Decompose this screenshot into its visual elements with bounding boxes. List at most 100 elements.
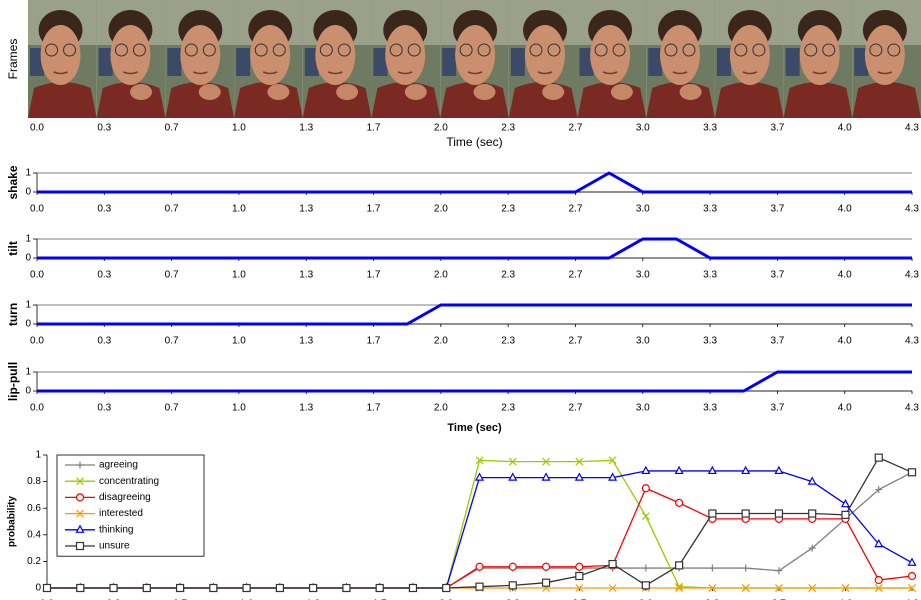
y-tick-label: 0.4 [27,529,41,540]
x-tick-label: 3.3 [703,403,717,414]
marker [476,563,483,570]
frame-hand [680,84,702,100]
marker [642,513,649,520]
x-tick-label: 1.7 [367,336,381,347]
frame-hand [130,84,152,100]
x-tick-label: 3.0 [636,270,650,281]
x-tick-label: 4.0 [838,403,852,414]
marker [909,469,916,476]
video-frame [646,0,715,118]
figure: 0.0 0.3 0.7 1.0 1.3 1.7 2.0 2.3 2.7 3.0 3.3 3.7 4.0 4… [0,0,921,600]
series-line [37,173,912,192]
video-frame [578,0,647,118]
marker [642,485,649,492]
frame-shirt [234,82,303,118]
marker [576,563,583,570]
marker [809,510,816,517]
x-tick-label: 0.0 [30,123,44,134]
x-tick-label: 3.7 [770,270,784,281]
x-tick-label: 3.3 [703,204,717,215]
y-tick-label: 0 [25,187,31,198]
frame-shirt [28,82,97,118]
frame-shirt [97,82,166,118]
x-tick-label: 2.7 [569,204,583,215]
video-frame [852,0,921,118]
marker [343,585,350,592]
x-tick-label: 4.3 [905,403,919,414]
x-tick-label: 4.3 [905,270,919,281]
frame-shirt [852,82,921,118]
x-tick-label: 3.7 [770,123,784,134]
marker [243,585,250,592]
frame-face [525,25,565,85]
x-tick-label: 2.0 [434,336,448,347]
marker [310,585,317,592]
x-tick-label: 0.3 [97,403,111,414]
frame-shirt [646,82,715,118]
video-frame [303,0,372,118]
frame-face [180,25,220,85]
frame-hand [267,84,289,100]
frame-shirt [165,82,234,118]
marker [676,467,683,474]
x-tick-label: 1.7 [367,403,381,414]
marker [875,577,882,584]
x-axis-label: Time (sec) [446,135,502,149]
frame-monitor [786,48,800,76]
y-tick-label: 0 [25,319,31,330]
x-tick-label: 1.0 [232,204,246,215]
frame-monitor [236,48,250,76]
x-tick-label: 3.3 [703,270,717,281]
marker [909,573,916,580]
frame-face [590,25,630,85]
frame-face [110,25,150,85]
x-tick-label: 4.3 [905,336,919,347]
marker [676,499,683,506]
frame-face [455,25,495,85]
marker [543,579,550,586]
marker [376,585,383,592]
x-tick-label: 3.3 [703,336,717,347]
marker [775,467,782,474]
frame-face [865,25,905,85]
marker [44,585,51,592]
frame-face [250,25,290,85]
marker [842,500,849,507]
video-frame [165,0,234,118]
x-tick-label: 0.7 [165,270,179,281]
video-frame [715,0,784,118]
frame-face [660,25,700,85]
x-tick-label: 2.3 [501,270,515,281]
y-axis-label: turn [6,303,20,326]
x-tick-label: 4.0 [838,270,852,281]
frame-face [730,25,770,85]
x-tick-label: 0.7 [165,336,179,347]
legend-label: thinking [99,524,133,535]
y-tick-label: 0.8 [27,476,41,487]
frame-monitor [167,48,181,76]
y-tick-label: 1 [25,367,31,378]
frame-monitor [717,48,731,76]
x-tick-label: 3.0 [636,336,650,347]
frame-monitor [442,48,456,76]
legend-label: concentrating [99,476,159,487]
frame-hand [474,84,496,100]
x-tick-label: 4.0 [838,336,852,347]
y-tick-label: 1 [25,234,31,245]
y-axis-label: tilt [6,241,20,256]
x-tick-label: 3.7 [770,336,784,347]
x-tick-label: 1.0 [232,123,246,134]
y-tick-label: 1 [35,450,41,461]
frame-shirt [303,82,372,118]
x-tick-label: 2.3 [501,204,515,215]
marker [609,561,616,568]
x-tick-label: 1.3 [299,123,313,134]
x-tick-label: 0.3 [97,204,111,215]
marker [509,582,516,589]
marker [409,585,416,592]
frame-hand [405,84,427,100]
x-tick-label: 1.7 [367,204,381,215]
marker [642,582,649,589]
frame-hand [336,84,358,100]
marker [742,510,749,517]
